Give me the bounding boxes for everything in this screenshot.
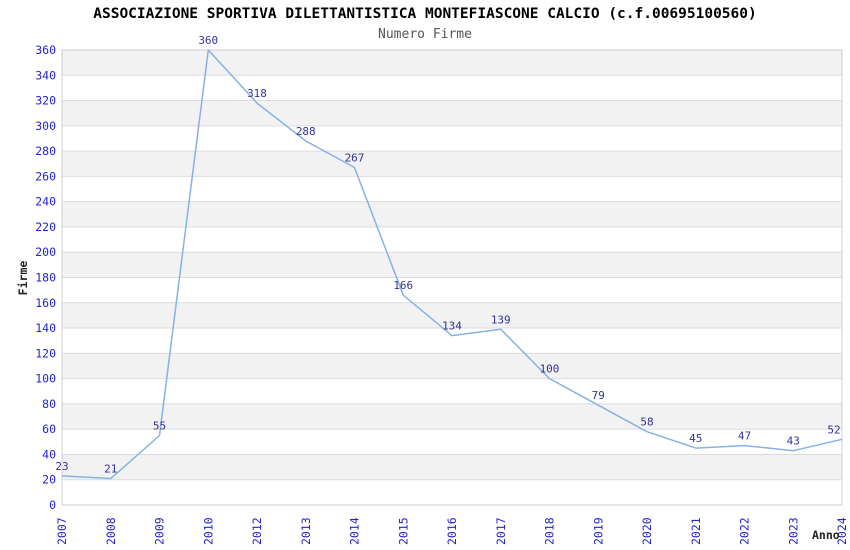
y-axis-title: Firme: [16, 260, 30, 296]
data-label: 23: [55, 460, 68, 473]
x-tick-label: 2013: [299, 517, 313, 545]
y-tick-label: 360: [35, 43, 56, 57]
plot-band: [62, 252, 842, 278]
data-label: 52: [827, 423, 840, 436]
y-tick-label: 0: [49, 498, 56, 512]
y-tick-label: 300: [35, 119, 56, 133]
plot-band: [62, 100, 842, 126]
x-tick-label: 2008: [104, 517, 118, 545]
data-label: 360: [198, 34, 218, 47]
x-tick-label: 2007: [55, 517, 69, 545]
plot-band: [62, 50, 842, 76]
data-label: 43: [787, 435, 800, 448]
data-label: 55: [153, 419, 166, 432]
x-tick-label: 2016: [445, 517, 459, 545]
y-tick-label: 140: [35, 321, 56, 335]
x-axis-title: Anno: [812, 528, 840, 542]
data-label: 134: [442, 320, 462, 333]
data-label: 47: [738, 430, 751, 443]
data-label: 166: [393, 279, 413, 292]
series-line: [61, 49, 843, 480]
plot-band: [62, 403, 842, 430]
data-label: 45: [689, 432, 702, 445]
plot-band: [62, 201, 842, 227]
data-label: 267: [345, 152, 365, 165]
data-label: 288: [296, 125, 316, 138]
x-tick-label: 2010: [201, 517, 215, 545]
x-tick-label: 2015: [396, 517, 410, 545]
y-tick-label: 260: [35, 169, 56, 183]
y-tick-label: 200: [35, 245, 56, 259]
y-tick-label: 280: [35, 144, 56, 158]
x-tick-label: 2019: [591, 517, 605, 545]
data-label: 79: [592, 389, 605, 402]
y-tick-label: 240: [35, 195, 56, 209]
x-tick-label: 2022: [738, 517, 752, 545]
y-tick-label: 100: [35, 372, 56, 386]
y-tick-label: 340: [35, 68, 56, 82]
x-tick-label: 2017: [494, 517, 508, 545]
plot-band: [62, 151, 842, 177]
x-tick-label: 2009: [153, 517, 167, 545]
y-tick-label: 220: [35, 220, 56, 234]
plot-band: [62, 302, 842, 329]
y-tick-label: 180: [35, 271, 56, 285]
data-label: 58: [640, 416, 653, 429]
data-label: 21: [104, 462, 117, 475]
data-label: 139: [491, 313, 511, 326]
data-label: 100: [540, 363, 560, 376]
chart-title: ASSOCIAZIONE SPORTIVA DILETTANTISTICA MO…: [93, 6, 757, 22]
chart-subtitle: Numero Firme: [378, 27, 472, 42]
y-tick-label: 120: [35, 346, 56, 360]
x-tick-label: 2012: [250, 517, 264, 545]
plot-border: [61, 49, 843, 506]
x-tick-label: 2018: [543, 517, 557, 545]
y-tick-label: 60: [42, 422, 56, 436]
plot-band: [62, 353, 842, 379]
x-tick-label: 2020: [640, 517, 654, 545]
x-tick-label: 2014: [348, 517, 362, 545]
y-tick-label: 40: [42, 447, 56, 461]
plot-band: [62, 454, 842, 480]
y-tick-label: 320: [35, 94, 56, 108]
x-tick-label: 2023: [786, 517, 800, 545]
data-label: 318: [247, 87, 267, 100]
x-tick-label: 2021: [689, 517, 703, 545]
y-tick-label: 80: [42, 397, 56, 411]
y-tick-label: 20: [42, 473, 56, 487]
x-tick-label: 2024: [835, 517, 849, 545]
y-tick-label: 160: [35, 296, 56, 310]
